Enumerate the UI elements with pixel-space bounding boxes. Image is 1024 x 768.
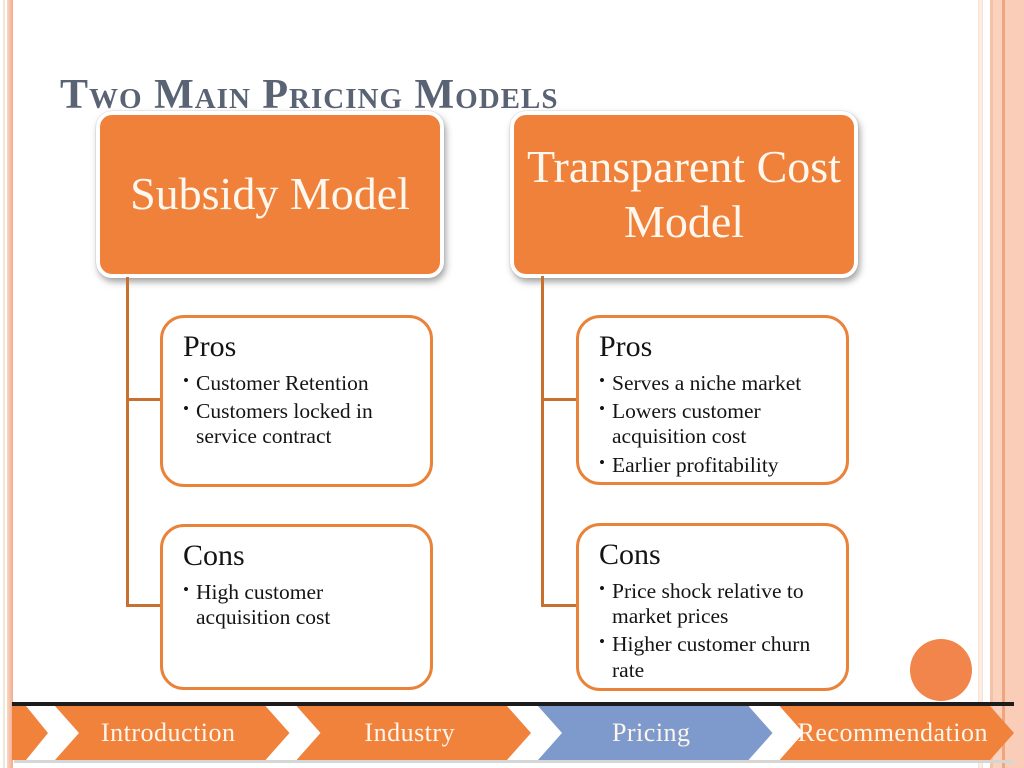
cons-heading: Cons xyxy=(183,539,245,572)
pros-heading: Pros xyxy=(599,330,653,363)
connector-vertical-right xyxy=(541,276,544,607)
nav-top-line xyxy=(12,702,1014,706)
pros-box-subsidy: Pros Customer Retention Customers locked… xyxy=(160,315,433,487)
left-border-peach-stripe xyxy=(7,0,13,768)
list-item: Higher customer churn rate xyxy=(599,632,832,683)
right-border-thin-stripe xyxy=(978,0,983,768)
cons-list: High customer acquisition cost xyxy=(183,580,416,631)
pros-heading: Pros xyxy=(183,330,237,363)
nav-leading-chevron xyxy=(12,706,48,760)
connector-stub-left-cons xyxy=(126,604,163,607)
model-card-transparent-cost-label: Transparent Cost Model xyxy=(527,141,841,247)
page-title: Two Main Pricing Models xyxy=(60,72,559,119)
nav-item-label: Pricing xyxy=(611,718,691,747)
nav-item-introduction[interactable]: Introduction xyxy=(55,706,290,760)
nav-item-label: Industry xyxy=(364,718,456,747)
nav-item-label: Introduction xyxy=(100,718,236,747)
connector-stub-right-cons xyxy=(541,604,579,607)
right-border-peach-band xyxy=(990,0,1024,768)
left-border-thin-stripe xyxy=(3,0,5,768)
nav-item-industry[interactable]: Industry xyxy=(297,706,532,760)
cons-box-subsidy: Cons High customer acquisition cost xyxy=(160,524,433,690)
pros-box-transparent-cost: Pros Serves a niche market Lowers custom… xyxy=(576,315,849,485)
nav-item-pricing-active[interactable]: Pricing xyxy=(538,706,773,760)
nav-bottom-shadow xyxy=(14,760,1014,763)
list-item: Customer Retention xyxy=(183,371,416,396)
cons-heading: Cons xyxy=(599,538,661,571)
connector-stub-left-pros xyxy=(126,398,163,401)
decorative-circle xyxy=(910,639,972,701)
list-item: High customer acquisition cost xyxy=(183,580,416,631)
list-item: Price shock relative to market prices xyxy=(599,579,832,630)
list-item: Serves a niche market xyxy=(599,371,832,396)
cons-list: Price shock relative to market prices Hi… xyxy=(599,579,832,683)
list-item: Lowers customer acquisition cost xyxy=(599,399,832,450)
list-item: Earlier profitability xyxy=(599,453,832,478)
section-nav: Introduction Industry Pricing Recommenda… xyxy=(12,706,1014,760)
model-card-subsidy-label: Subsidy Model xyxy=(130,168,410,220)
model-card-transparent-cost: Transparent Cost Model xyxy=(510,111,858,278)
nav-item-label: Recommendation xyxy=(797,718,988,747)
nav-item-recommendation[interactable]: Recommendation xyxy=(780,706,1015,760)
pros-list: Customer Retention Customers locked in s… xyxy=(183,371,416,450)
connector-vertical-left xyxy=(126,277,129,607)
list-item: Customers locked in service contract xyxy=(183,399,416,450)
model-card-subsidy: Subsidy Model xyxy=(96,111,444,278)
pros-list: Serves a niche market Lowers customer ac… xyxy=(599,371,832,478)
cons-box-transparent-cost: Cons Price shock relative to market pric… xyxy=(576,523,849,691)
connector-stub-right-pros xyxy=(541,398,579,401)
